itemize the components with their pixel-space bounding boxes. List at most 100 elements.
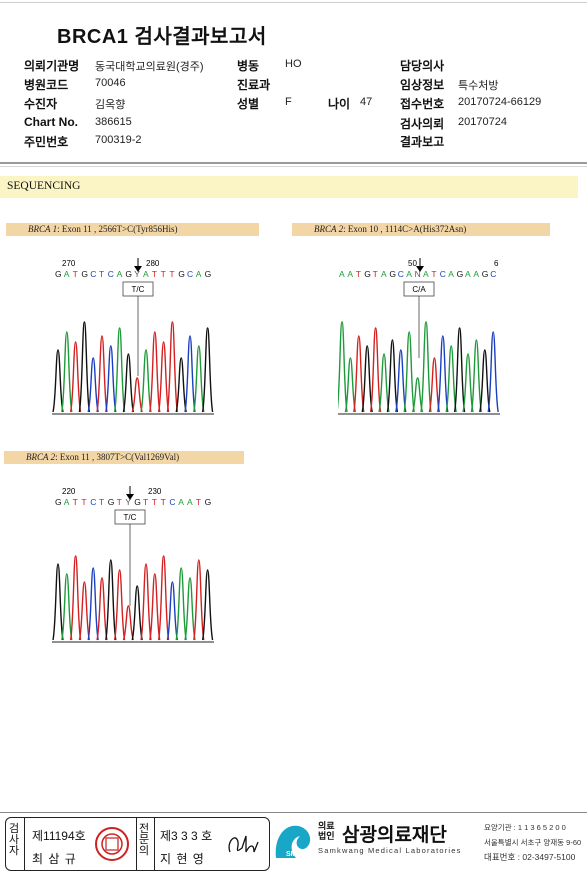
trace-peak: [166, 581, 179, 641]
trace-peak: [131, 377, 143, 413]
trace-peak: [61, 331, 73, 413]
trace-peak: [184, 577, 196, 641]
sign-divider: [154, 818, 155, 870]
base-letter: C: [169, 497, 175, 507]
trace-peak: [470, 339, 483, 413]
trace-peak: [157, 555, 170, 641]
hospital-code-label: 병원코드: [24, 78, 69, 92]
base-letter: A: [465, 269, 471, 279]
resident-value: 700319-2: [95, 134, 142, 146]
trace-peak: [140, 349, 152, 413]
trace-peak: [175, 357, 187, 413]
trace-peaks: [338, 321, 499, 413]
base-letter: T: [373, 269, 378, 279]
lab-phone: 대표번호 : 02-3497-5100: [484, 852, 576, 862]
base-letter: G: [55, 269, 62, 279]
variant-tag-3: BRCA 2: Exon 11 , 3807T>C(Val1269Val): [4, 451, 244, 464]
trace-peak: [420, 321, 432, 413]
lab-english-name: Samkwang Medical Laboratories: [318, 846, 462, 855]
trace-peak: [462, 353, 474, 413]
trace-peak: [105, 345, 117, 413]
department-label: 진료과: [237, 78, 271, 92]
base-letter: T: [81, 497, 86, 507]
base-letter: C: [90, 269, 96, 279]
seq-1-text: 270 280: [62, 259, 160, 268]
doctor-label: 담당의사: [400, 59, 445, 73]
request-value: 20170724: [458, 116, 507, 128]
base-letter: T: [152, 497, 157, 507]
trace-peak: [105, 559, 117, 641]
hospital-code-value: 70046: [95, 77, 126, 89]
trace-peaks: [52, 555, 214, 641]
header-separator: [0, 162, 587, 164]
base-letter: A: [448, 269, 454, 279]
chart-no-value: 386615: [95, 116, 132, 128]
trace-peak: [453, 327, 466, 413]
trace-peak: [78, 581, 91, 641]
trace-peak: [149, 331, 161, 413]
base-letter: Y: [125, 497, 131, 507]
base-letter: G: [134, 497, 141, 507]
lab-prefix: 의료법인: [318, 821, 335, 841]
institution-value: 동국대학교의료원(경주): [95, 61, 204, 73]
specialist-name: 지 현 영: [160, 852, 205, 866]
trace-peak: [87, 357, 99, 413]
base-letter: C: [187, 269, 193, 279]
lab-address: 서울특별시 서초구 양재동 9-60: [484, 838, 582, 847]
trace-peaks: [52, 321, 214, 413]
base-letter: G: [55, 497, 62, 507]
genotype-call: T/C: [132, 285, 145, 294]
trace-peak: [140, 563, 152, 641]
trace-peak: [149, 573, 161, 641]
base-letter: T: [356, 269, 361, 279]
sequencing-title: SEQUENCING: [7, 180, 81, 192]
base-letter: G: [457, 269, 464, 279]
base-letter: A: [347, 269, 353, 279]
trace-peak: [113, 327, 126, 413]
base-letter: T: [196, 497, 201, 507]
trace-peak: [344, 357, 357, 413]
receipt-label: 접수번호: [400, 97, 445, 111]
signature: [228, 835, 259, 853]
base-letter: T: [161, 497, 166, 507]
trace-peak: [113, 569, 126, 641]
trace-peak: [411, 377, 424, 413]
base-letter: A: [406, 269, 412, 279]
base-letter: C: [490, 269, 496, 279]
base-letter: A: [339, 269, 345, 279]
base-letter: A: [423, 269, 429, 279]
base-letter: Y: [134, 269, 140, 279]
base-letter: A: [187, 497, 193, 507]
base-letter: N: [415, 269, 421, 279]
resident-label: 주민번호: [24, 135, 69, 149]
base-letter: T: [161, 269, 166, 279]
variant-gene: BRCA 2: [26, 452, 56, 462]
position-right: 50: [408, 259, 417, 268]
trace-peak: [369, 327, 382, 413]
clinical-label: 임상정보: [400, 78, 445, 92]
patient-value: 김옥향: [95, 99, 126, 111]
trace-peak: [437, 335, 449, 413]
variant-arrow-head: [416, 266, 424, 272]
ward-value: HO: [285, 58, 302, 70]
lab-name: 삼광의료재단: [342, 825, 447, 846]
base-letter: A: [381, 269, 387, 279]
base-letter: C: [440, 269, 446, 279]
trace-peak: [96, 335, 108, 413]
position-right: 230: [148, 487, 162, 496]
base-letter: G: [81, 269, 88, 279]
institution-code: 요양기관 : 1 1 3 6 5 2 0 0: [484, 823, 566, 832]
trace-peak: [338, 321, 348, 413]
chart-no-label: Chart No.: [24, 115, 78, 129]
footer-rule: [0, 812, 587, 813]
trace-peak: [193, 559, 205, 641]
trace-peak: [78, 321, 91, 413]
sign-divider: [24, 818, 25, 870]
base-letter: A: [64, 497, 70, 507]
base-letter: T: [73, 269, 78, 279]
trace-peak: [378, 353, 390, 413]
